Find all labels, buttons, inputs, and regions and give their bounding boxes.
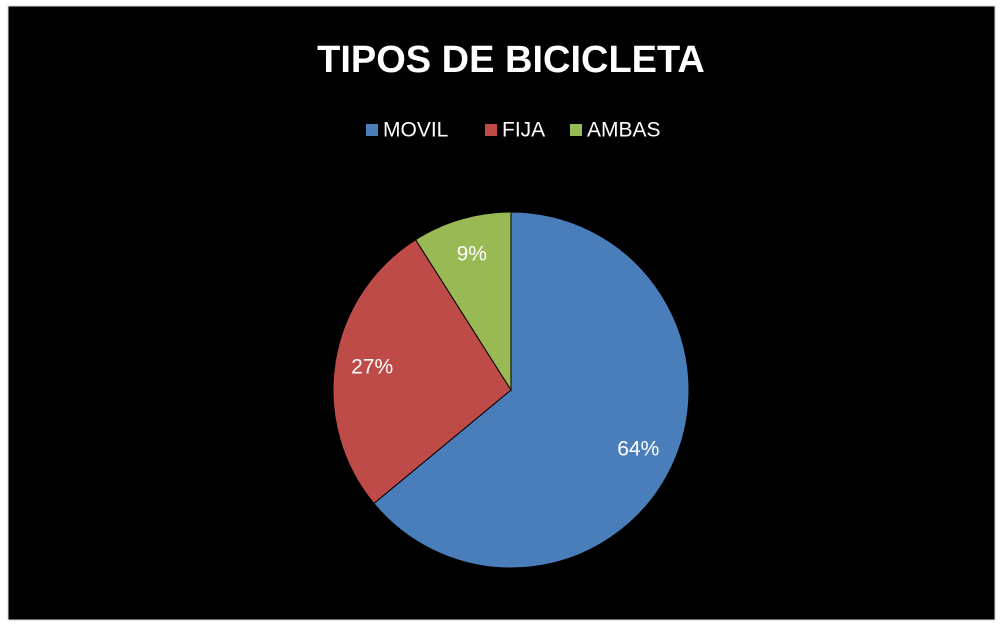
legend-label: AMBAS: [587, 119, 661, 142]
pie-slice: [373, 211, 690, 569]
legend-label: MOVIL: [383, 119, 448, 142]
chart-title: TIPOS DE BICICLETA: [317, 39, 705, 81]
legend-label: FIJA: [502, 119, 545, 142]
pie-slice: [414, 211, 512, 392]
data-label: 27%: [351, 356, 393, 379]
pie-slice: [332, 239, 512, 505]
data-label: 64%: [617, 437, 659, 460]
legend-swatch: [570, 124, 582, 136]
legend-swatch: [485, 124, 497, 136]
data-label: 9%: [457, 243, 487, 266]
legend-swatch: [366, 124, 378, 136]
